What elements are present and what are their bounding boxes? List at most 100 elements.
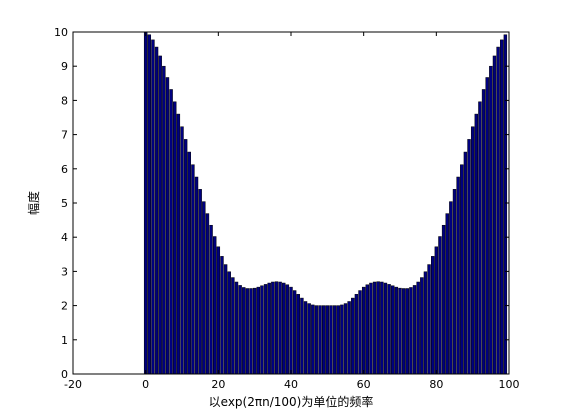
bar [481,89,486,375]
bar [154,46,159,375]
bar [492,55,497,375]
bar [343,303,348,375]
y-tick-label: 5 [61,197,68,210]
bar [194,176,199,375]
bar [474,113,479,375]
x-tick-label: 0 [142,378,149,391]
bar [147,34,152,375]
bar [300,297,304,375]
bar [431,256,435,375]
bar [285,284,290,375]
bar [387,284,391,375]
bar [234,281,239,375]
bar [256,286,261,375]
bar [445,213,449,375]
bar [478,101,482,375]
x-tick-label: 40 [284,378,298,391]
y-tick-label: 7 [61,129,68,142]
bar [289,286,293,375]
bar [245,288,250,375]
y-tick-label: 10 [54,26,68,39]
bar [358,290,362,375]
bar [227,271,231,375]
bar [427,264,431,375]
bar [267,282,271,375]
y-axis-label: 幅度 [26,191,41,215]
bar [489,65,493,375]
y-tick-label: 0 [61,368,68,381]
bar [434,246,439,375]
bar [485,77,489,375]
bar [361,286,366,375]
bar [238,285,242,375]
y-tick-label: 6 [61,163,68,176]
bar [372,281,377,375]
bar [463,151,468,375]
bar [412,285,417,375]
x-axis-ticks: -20 0 20 40 60 80 100 [64,32,520,391]
bar [311,304,315,375]
bar [460,164,464,375]
bar [216,246,221,375]
bar [292,290,297,375]
bar [314,305,319,375]
bar [376,281,380,375]
bar [223,264,228,375]
bar [441,224,446,375]
y-tick-label: 8 [61,94,68,107]
bar [242,287,246,375]
bar [318,305,322,375]
bar [322,305,326,375]
bar [151,39,155,375]
bar [340,304,344,375]
bar [467,139,471,375]
bar [470,126,475,375]
bar [231,277,235,375]
x-axis-label: 以exp(2πn/100)为单位的频率 [209,394,374,409]
bar [365,284,370,375]
bar [336,305,340,375]
bar [162,65,166,375]
bar [271,281,275,375]
bar [165,77,170,375]
bar [380,281,384,375]
bar [296,294,300,375]
bar [307,303,311,375]
bar [496,46,500,375]
bar [263,284,268,375]
bar [143,31,148,375]
x-tick-label: 100 [499,378,520,391]
bar [205,213,210,375]
y-tick-label: 2 [61,300,68,313]
bar [213,236,217,375]
bar [416,281,420,375]
bar [303,301,308,375]
bar [391,285,395,375]
y-tick-label: 9 [61,60,68,73]
bar [176,113,181,375]
bar [278,281,282,375]
bar [202,201,206,375]
bar [503,34,508,375]
bar [449,201,453,375]
bar [398,287,402,375]
bar [405,288,409,375]
bar [274,281,279,375]
y-tick-label: 3 [61,265,68,278]
bar [198,189,202,375]
bar [282,282,286,375]
y-tick-label: 4 [61,231,68,244]
bar [351,297,355,375]
bar [329,305,333,375]
bar [325,305,330,375]
bar [252,287,257,375]
bar [332,305,337,375]
x-tick-label: 80 [429,378,443,391]
x-tick-label: 60 [357,378,371,391]
bar [220,256,224,375]
bar [249,288,253,375]
bar [409,287,413,375]
bar [173,101,177,375]
bar [383,282,388,375]
